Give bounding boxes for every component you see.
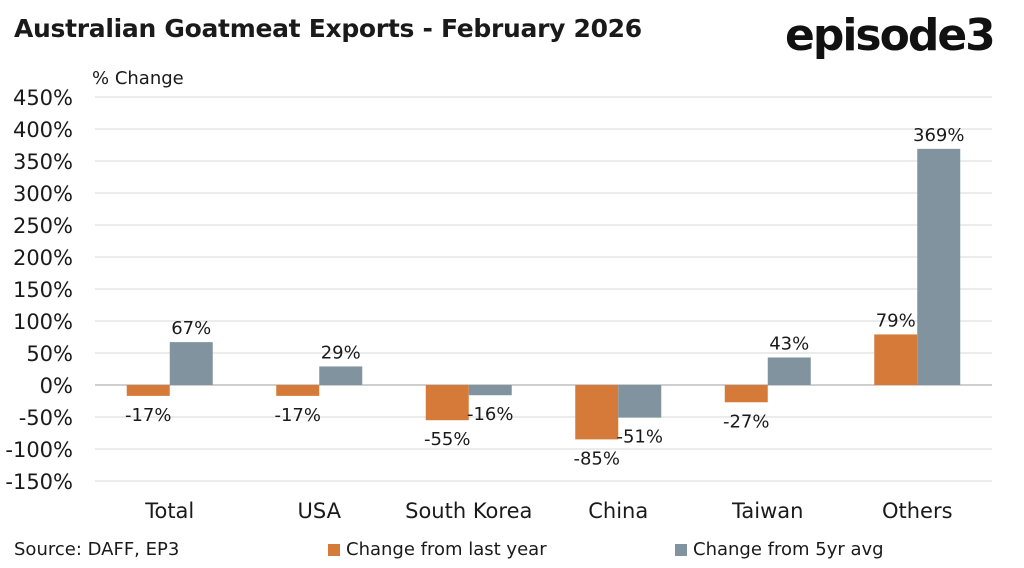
x-tick-label: China bbox=[588, 499, 648, 523]
bar-5yr-avg bbox=[618, 385, 662, 418]
data-label: -51% bbox=[616, 427, 663, 448]
data-label: -17% bbox=[274, 405, 321, 426]
bar-5yr-avg bbox=[917, 148, 961, 385]
data-label: -55% bbox=[424, 429, 471, 450]
source-note: Source: DAFF, EP3 bbox=[14, 539, 180, 560]
data-label: -85% bbox=[573, 448, 620, 469]
y-tick-label: 400% bbox=[13, 118, 73, 142]
bar-5yr-avg bbox=[169, 342, 213, 385]
legend-label-5yr-avg: Change from 5yr avg bbox=[693, 539, 884, 560]
bar-chart: 450% 400% 350% 300% 250% 200% 150% 100% 50% 0% -50… bbox=[5, 86, 992, 523]
y-tick-label: 0% bbox=[40, 374, 73, 398]
y-tick-label: 50% bbox=[26, 342, 73, 366]
y-tick-label: 300% bbox=[13, 182, 73, 206]
data-label: 369% bbox=[913, 125, 964, 146]
data-label: -17% bbox=[125, 405, 172, 426]
x-tick-label: Total bbox=[144, 499, 194, 523]
y-tick-label: 450% bbox=[13, 86, 73, 110]
bar-last-year bbox=[724, 385, 768, 403]
y-tick-label: 250% bbox=[13, 214, 73, 238]
bar-5yr-avg bbox=[767, 357, 811, 385]
bar-last-year bbox=[575, 385, 619, 440]
data-label: 67% bbox=[171, 318, 211, 339]
y-tick-label: 200% bbox=[13, 246, 73, 270]
data-label: 43% bbox=[769, 333, 809, 354]
y-tick-label: -50% bbox=[19, 406, 73, 430]
legend-item-last-year: Change from last year bbox=[328, 539, 547, 560]
y-tick-label: -100% bbox=[5, 438, 73, 462]
episode3-logo: episode3 bbox=[785, 10, 996, 61]
data-label: -27% bbox=[723, 411, 770, 432]
y-tick-label: 350% bbox=[13, 150, 73, 174]
y-tick-label: 150% bbox=[13, 278, 73, 302]
y-tick-label: 100% bbox=[13, 310, 73, 334]
chart-title: Australian Goatmeat Exports - February 2… bbox=[14, 14, 642, 43]
legend-label-last-year: Change from last year bbox=[346, 539, 547, 560]
x-tick-label: Taiwan bbox=[731, 499, 803, 523]
bar-last-year bbox=[874, 334, 918, 385]
y-tick-label: -150% bbox=[5, 470, 73, 494]
data-label: 79% bbox=[876, 310, 916, 331]
bar-last-year bbox=[126, 385, 170, 396]
data-label: 29% bbox=[321, 342, 361, 363]
legend-item-5yr-avg: Change from 5yr avg bbox=[675, 539, 884, 560]
x-tick-label: USA bbox=[298, 499, 342, 523]
y-axis-title: % Change bbox=[92, 68, 184, 89]
x-tick-label: South Korea bbox=[405, 499, 532, 523]
bar-5yr-avg bbox=[319, 366, 363, 385]
legend-swatch-last-year bbox=[328, 543, 340, 556]
bar-last-year bbox=[276, 385, 320, 396]
legend-swatch-5yr-avg bbox=[675, 543, 687, 556]
x-tick-label: Others bbox=[882, 499, 953, 523]
data-label: -16% bbox=[467, 404, 514, 425]
bar-last-year bbox=[425, 385, 469, 421]
bar-5yr-avg bbox=[468, 385, 512, 396]
